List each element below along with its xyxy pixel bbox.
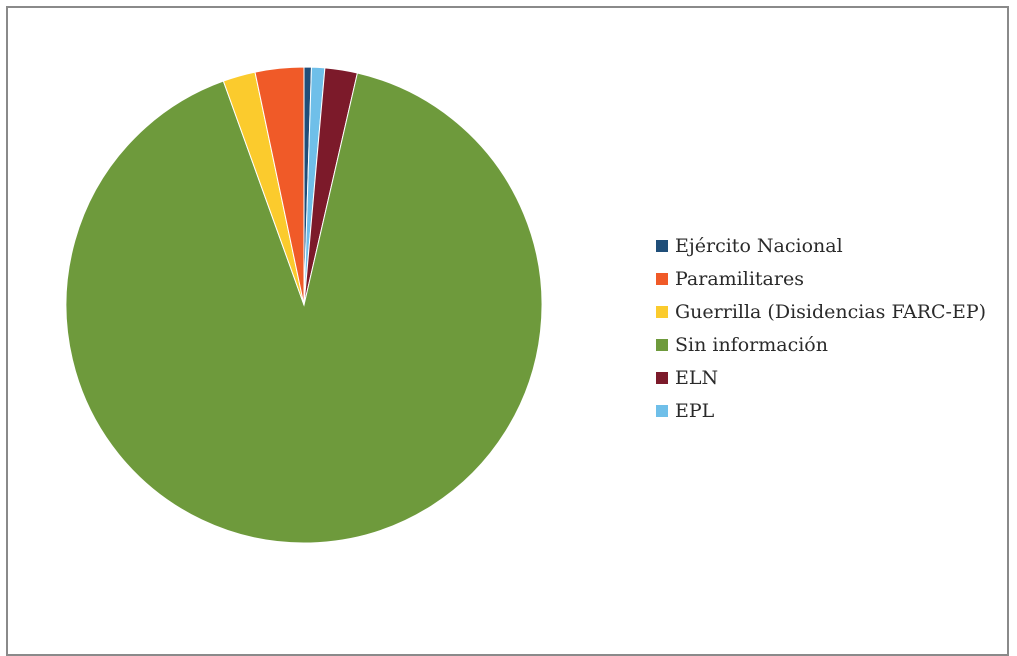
legend-swatch	[656, 371, 668, 384]
legend-item-epl: EPL	[656, 394, 986, 427]
legend-swatch	[656, 305, 668, 318]
legend-swatch	[656, 338, 668, 351]
legend-label: Guerrilla (Disidencias FARC-EP)	[675, 300, 987, 323]
legend-swatch	[656, 404, 668, 417]
pie-slice-paramilitares	[254, 66, 305, 306]
legend-label: Ejército Nacional	[675, 234, 843, 257]
legend-item-eln: ELN	[656, 361, 986, 394]
legend-label: ELN	[675, 366, 719, 389]
legend-swatch	[656, 272, 668, 285]
legend-label: EPL	[675, 399, 715, 422]
legend-label: Sin información	[675, 333, 828, 356]
pie-slice-sin-información	[65, 72, 543, 544]
legend-item-ejercito-nacional: Ejército Nacional	[656, 229, 986, 262]
legend-item-sin-informacion: Sin información	[656, 328, 986, 361]
legend-swatch	[656, 239, 668, 252]
legend-item-paramilitares: Paramilitares	[656, 262, 986, 295]
legend-label: Paramilitares	[675, 267, 804, 290]
chart-legend: Ejército Nacional Paramilitares Guerrill…	[656, 229, 986, 427]
legend-item-guerrilla: Guerrilla (Disidencias FARC-EP)	[656, 295, 986, 328]
